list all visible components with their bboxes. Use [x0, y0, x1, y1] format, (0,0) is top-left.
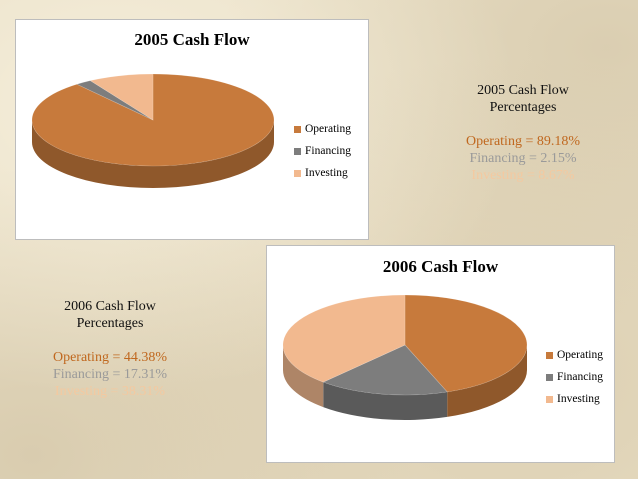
pie-slice-financing [322, 344, 448, 396]
legend-item-investing: Investing [294, 162, 351, 184]
legend-item-financing: Financing [294, 140, 351, 162]
percentages-2006: 2006 Cash Flow Percentages Operating = 4… [30, 298, 190, 400]
pie-side-operating [447, 345, 527, 417]
pie-chart-2005 [31, 73, 275, 188]
investing-percentage: Investing = 8.67% [471, 168, 575, 183]
legend-item-financing: Financing [546, 366, 603, 388]
legend-label: Financing [305, 145, 351, 157]
legend-2005: Operating Financing Investing [294, 118, 351, 184]
legend-label: Investing [305, 167, 348, 179]
pie-slice-operating [404, 294, 528, 393]
legend-item-operating: Operating [294, 118, 351, 140]
percentages-heading: 2005 Cash Flow Percentages [443, 82, 603, 116]
chart-2006: 2006 Cash Flow Operating Financing Inves… [266, 245, 615, 463]
legend-label: Operating [557, 349, 603, 361]
heading-line: Percentages [489, 100, 557, 115]
legend-2006: Operating Financing Investing [546, 344, 603, 410]
pie-slice-operating [31, 73, 275, 167]
legend-item-operating: Operating [546, 344, 603, 366]
pie-chart-2006 [282, 294, 528, 420]
operating-percentage: Operating = 89.18% [465, 134, 581, 149]
heading-line: 2005 Cash Flow [477, 83, 569, 98]
chart-title-2005: 2005 Cash Flow [134, 30, 250, 49]
pie-slice-investing [89, 73, 154, 121]
financing-percentage: Financing = 2.15% [469, 151, 577, 166]
pie-slice-investing [282, 294, 406, 383]
legend-swatch-financing [294, 147, 301, 155]
legend-swatch-financing [546, 373, 553, 381]
legend-label: Operating [305, 123, 351, 135]
legend-label: Financing [557, 371, 603, 383]
legend-item-investing: Investing [546, 388, 603, 410]
legend-label: Investing [557, 393, 600, 405]
operating-percentage: Operating = 44.38% [52, 350, 168, 365]
percentages-heading: 2006 Cash Flow Percentages [30, 298, 190, 332]
heading-line: Percentages [76, 316, 144, 331]
legend-swatch-operating [294, 125, 301, 133]
legend-swatch-investing [546, 395, 553, 403]
pie-side-financing [323, 382, 448, 420]
pie-slice-financing [76, 80, 154, 121]
financing-percentage: Financing = 17.31% [52, 367, 168, 382]
investing-percentage: Investing = 38.31% [54, 384, 166, 399]
pie-side-investing [283, 345, 324, 408]
heading-line: 2006 Cash Flow [64, 299, 156, 314]
percentages-2005: 2005 Cash Flow Percentages Operating = 8… [443, 82, 603, 184]
legend-swatch-investing [294, 169, 301, 177]
chart-2005: 2005 Cash Flow Operating Financing Inves… [15, 19, 369, 240]
pie-side-operating [32, 120, 274, 188]
legend-swatch-operating [546, 351, 553, 359]
chart-title-2006: 2006 Cash Flow [382, 257, 499, 276]
